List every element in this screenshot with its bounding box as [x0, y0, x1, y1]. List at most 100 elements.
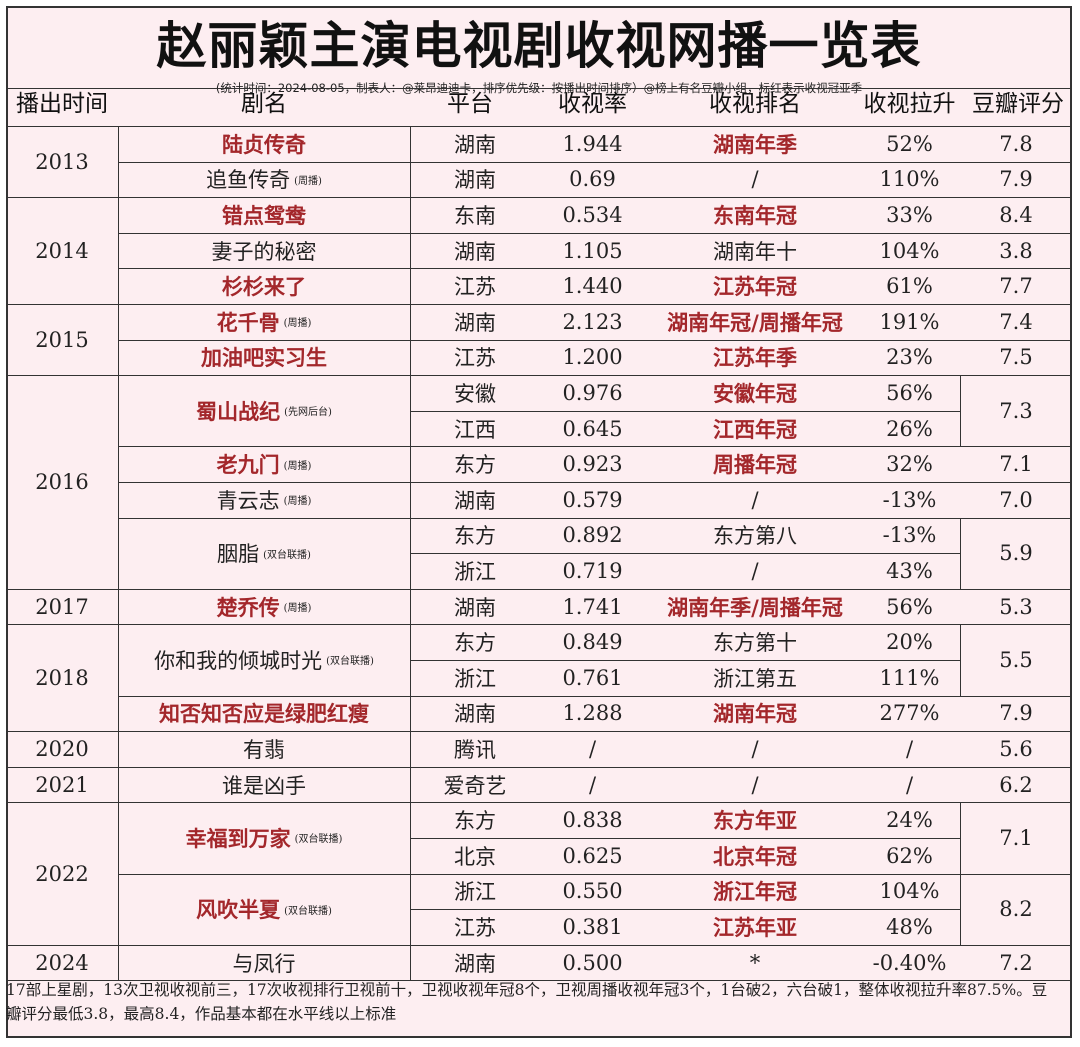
row-divider [118, 517, 1072, 519]
lift-cell: 111% [879, 665, 940, 690]
drama-name: 你和我的倾城时光 [154, 648, 323, 673]
douban-score-cell: 6.2 [999, 772, 1033, 797]
rank-cell: 东方第八 [713, 524, 797, 549]
lift-cell: 56% [886, 594, 933, 619]
platform-cell: 北京 [454, 844, 496, 869]
column-divider [960, 624, 961, 696]
drama-name-cell: 青云志 (周播) [118, 482, 410, 518]
lift-cell: 56% [886, 380, 933, 405]
platform-cell: 江苏 [454, 346, 496, 371]
lift-cell: 33% [886, 202, 933, 227]
douban-score-cell: 7.2 [999, 950, 1033, 975]
row-divider [118, 161, 1072, 163]
year-cell: 2021 [35, 772, 89, 797]
drama-name: 加油吧实习生 [201, 345, 327, 371]
platform-cell: 湖南 [454, 239, 496, 264]
broadcast-note: (双台联播) [294, 834, 343, 846]
drama-name-cell: 追鱼传奇 (周播) [118, 162, 410, 198]
drama-name-cell: 知否知否应是绿肥红瘦 [118, 696, 410, 732]
rank-cell: 湖南年十 [713, 239, 797, 264]
douban-score-cell: 7.3 [999, 398, 1033, 423]
drama-name: 杉杉来了 [222, 274, 306, 300]
header-drama-name: 剧名 [241, 91, 287, 117]
drama-name-cell: 蜀山战纪 (先网后台) [118, 375, 410, 446]
rating-cell: 1.200 [562, 345, 623, 370]
year-cell: 2014 [35, 238, 89, 263]
rating-cell: 0.500 [562, 950, 623, 975]
platform-cell: 腾讯 [454, 737, 496, 762]
drama-name-cell: 你和我的倾城时光 (双台联播) [118, 624, 410, 695]
row-divider [118, 304, 1072, 305]
rank-cell: / [751, 558, 759, 583]
drama-name: 谁是凶手 [222, 773, 306, 798]
row-divider [118, 588, 1072, 590]
rating-cell: 0.534 [562, 202, 623, 227]
row-divider [118, 339, 1072, 341]
lift-cell: 104% [879, 238, 940, 263]
rank-cell: / [751, 487, 759, 512]
rating-cell: 0.892 [562, 523, 623, 548]
platform-cell: 浙江 [454, 559, 496, 584]
broadcast-note: (周播) [283, 318, 312, 330]
column-divider [960, 517, 961, 589]
drama-name: 楚乔传 [216, 594, 280, 620]
rating-cell: 0.69 [569, 167, 616, 192]
drama-name: 错点鸳鸯 [222, 202, 306, 228]
row-divider [118, 944, 1072, 946]
rank-cell: 东方第十 [713, 631, 797, 656]
platform-cell: 东方 [454, 524, 496, 549]
lift-cell: 52% [886, 131, 933, 156]
row-divider [118, 482, 1072, 483]
douban-score-cell: 5.3 [999, 594, 1033, 619]
year-cell: 2020 [35, 736, 89, 761]
platform-cell: 湖南 [454, 951, 496, 976]
ratings-sheet: 赵丽颖主演电视剧收视网播一览表 (统计时间：2024-08-05，制表人：@莱昂… [6, 6, 1072, 1038]
rating-cell: 0.849 [562, 630, 623, 655]
platform-cell: 东方 [454, 809, 496, 834]
drama-name-cell: 加油吧实习生 [118, 340, 410, 376]
rating-cell: 0.625 [562, 843, 623, 868]
row-divider [118, 873, 1072, 875]
header-douban: 豆瓣评分 [972, 91, 1064, 117]
rank-cell: 安徽年冠 [713, 380, 797, 406]
drama-name: 知否知否应是绿肥红瘦 [159, 701, 369, 727]
row-divider [6, 126, 1072, 127]
platform-cell: 江苏 [454, 915, 496, 940]
lift-cell: 26% [886, 416, 933, 441]
platform-cell: 安徽 [454, 381, 496, 406]
douban-score-cell: 7.4 [999, 309, 1033, 334]
rank-cell: 周播年冠 [713, 452, 797, 478]
rating-cell: 0.976 [562, 380, 623, 405]
row-divider [118, 695, 1072, 697]
rank-cell: 东方年亚 [713, 808, 797, 834]
rating-cell: 0.550 [562, 879, 623, 904]
row-divider [118, 802, 1072, 804]
douban-score-cell: 5.5 [999, 647, 1033, 672]
douban-score-cell: 7.7 [999, 274, 1033, 299]
drama-name-cell: 有翡 [118, 731, 410, 767]
row-divider [118, 624, 1072, 626]
header-rating: 收视率 [558, 91, 627, 117]
row-divider [410, 410, 960, 412]
drama-name-cell: 幸福到万家 (双台联播) [118, 802, 410, 873]
lift-cell: -0.40% [872, 950, 947, 975]
drama-name-cell: 陆贞传奇 [118, 126, 410, 162]
platform-cell: 江西 [454, 417, 496, 442]
lift-cell: 110% [879, 167, 940, 192]
rating-cell: 1.288 [562, 701, 623, 726]
rank-cell: 湖南年冠 [713, 701, 797, 727]
lift-cell: -13% [882, 487, 937, 512]
drama-name: 花千骨 [216, 309, 280, 335]
rating-cell: 1.741 [562, 594, 623, 619]
drama-name-cell: 谁是凶手 [118, 767, 410, 803]
row-divider [410, 553, 960, 555]
platform-cell: 湖南 [454, 132, 496, 157]
row-divider [118, 980, 1072, 982]
rating-cell: 0.579 [562, 487, 623, 512]
column-divider [960, 375, 961, 447]
rank-cell: 湖南年季/周播年冠 [667, 594, 843, 620]
rating-cell: 1.440 [562, 274, 623, 299]
rating-cell: 2.123 [562, 309, 623, 334]
lift-cell: 61% [886, 274, 933, 299]
drama-name: 妻子的秘密 [211, 239, 317, 264]
